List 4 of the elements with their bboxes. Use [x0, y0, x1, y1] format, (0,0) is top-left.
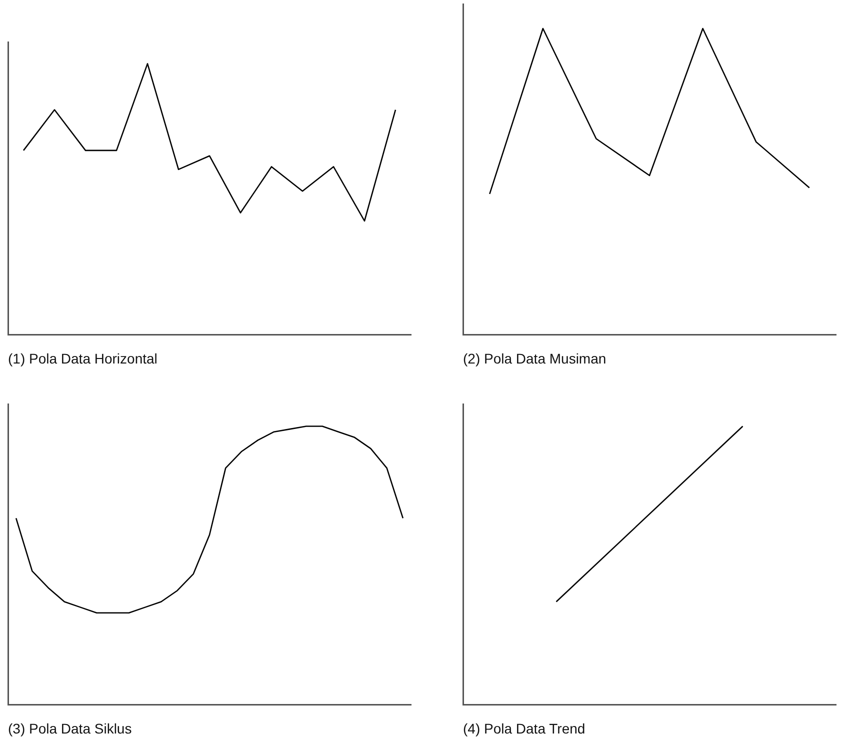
x-axis-title: (4) Pola Data Trend — [463, 720, 586, 736]
x-axis-title: (3) Pola Data Siklus — [8, 720, 132, 736]
x-axis-title: (2) Pola Data Musiman — [463, 350, 606, 366]
x-axis-title: (1) Pola Data Horizontal — [8, 350, 158, 366]
